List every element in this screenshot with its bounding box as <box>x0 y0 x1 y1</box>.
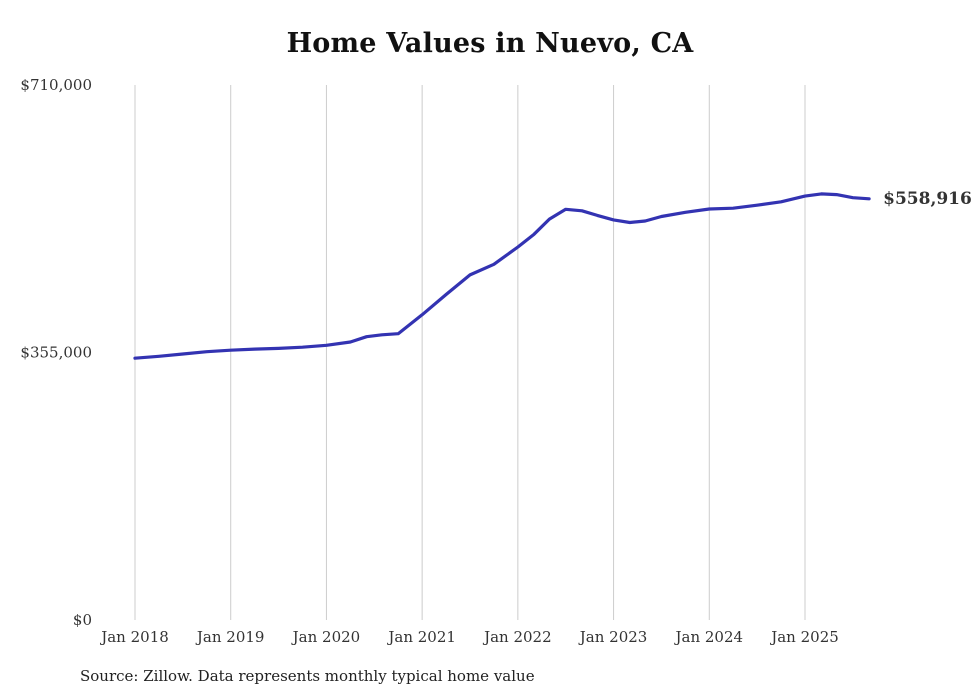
value-line <box>133 192 871 360</box>
x-axis-label: Jan 2019 <box>195 628 265 646</box>
end-value-label: $558,916 <box>883 189 972 209</box>
x-axis-label: Jan 2021 <box>386 628 456 646</box>
chart-title: Home Values in Nuevo, CA <box>286 28 694 59</box>
x-axis-label: Jan 2018 <box>99 628 169 646</box>
x-axis-label: Jan 2022 <box>482 628 552 646</box>
x-axis-label: Jan 2024 <box>674 628 744 646</box>
source-note: Source: Zillow. Data represents monthly … <box>80 667 535 685</box>
y-axis-label: $710,000 <box>20 76 92 94</box>
x-axis-label: Jan 2025 <box>769 628 839 646</box>
y-axis-label: $355,000 <box>20 344 92 362</box>
y-axis-label: $0 <box>73 611 92 629</box>
x-axis-label: Jan 2020 <box>291 628 361 646</box>
x-axis-label: Jan 2023 <box>578 628 648 646</box>
